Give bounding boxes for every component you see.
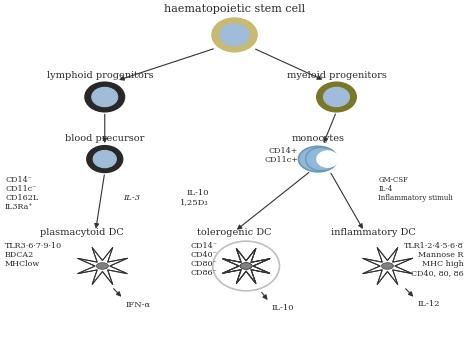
Circle shape [324,87,349,106]
Text: IL-3: IL-3 [123,195,140,202]
Text: IFN-α: IFN-α [126,300,151,308]
Text: tolerogenic DC: tolerogenic DC [197,228,272,237]
Text: IL-12: IL-12 [418,300,440,308]
Text: TLR1·2·4·5·6·8
Mannose R
MHC high
CD40, 80, 86: TLR1·2·4·5·6·8 Mannose R MHC high CD40, … [404,242,464,278]
Ellipse shape [382,263,393,269]
Text: CD14+
CD11c+: CD14+ CD11c+ [264,147,298,164]
Text: haematopoietic stem cell: haematopoietic stem cell [164,4,305,14]
Circle shape [317,82,356,111]
Circle shape [85,82,124,111]
Circle shape [93,151,116,168]
Text: TLR3·6·7·9·10
BDCA2
MHClow: TLR3·6·7·9·10 BDCA2 MHClow [5,242,62,268]
Text: plasmacytoid DC: plasmacytoid DC [40,228,123,237]
Text: IL-10
1,25D₃: IL-10 1,25D₃ [181,189,209,206]
Circle shape [212,18,257,51]
Text: inflammatory DC: inflammatory DC [331,228,416,237]
Polygon shape [78,247,127,284]
Text: CD14⁻
CD40⁻
CD80⁻
CD86⁻: CD14⁻ CD40⁻ CD80⁻ CD86⁻ [191,242,218,278]
Polygon shape [223,248,270,284]
Polygon shape [223,248,270,284]
Text: lymphoid progenitors: lymphoid progenitors [47,71,154,80]
Text: IL-10: IL-10 [272,304,294,312]
Ellipse shape [96,263,109,269]
Circle shape [219,24,249,46]
Text: GM-CSF
IL-4
Inflammatory stimuli: GM-CSF IL-4 Inflammatory stimuli [378,176,453,202]
Ellipse shape [316,150,339,168]
Polygon shape [363,247,412,284]
Text: blood precursor: blood precursor [65,134,145,143]
Text: myeloid progenitors: myeloid progenitors [287,71,386,80]
Circle shape [92,87,118,106]
Ellipse shape [299,146,337,172]
Circle shape [213,241,280,291]
Text: monocytes: monocytes [292,134,345,143]
Ellipse shape [240,263,252,269]
Ellipse shape [240,263,252,269]
Text: CD14⁻
CD11c⁻
CD162L
IL3Ra⁺: CD14⁻ CD11c⁻ CD162L IL3Ra⁺ [5,176,38,211]
Circle shape [87,146,122,172]
